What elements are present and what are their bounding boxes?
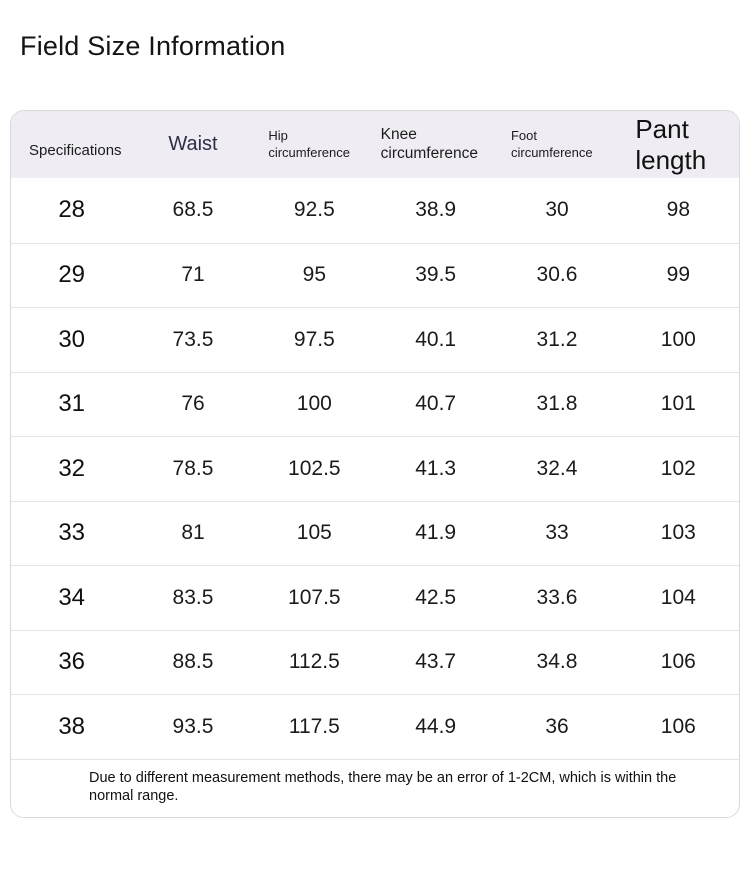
cell-value: 68.5 — [172, 198, 214, 222]
cell-value: 42.5 — [415, 585, 457, 609]
cell-value: 41.3 — [415, 456, 457, 480]
cell-value: 36 — [545, 714, 569, 738]
cell-specification: 31 — [58, 390, 86, 418]
cell-value: 93.5 — [172, 714, 214, 738]
cell-value: 88.5 — [172, 650, 214, 674]
column-header-pant-label: Pant length — [635, 113, 707, 175]
size-table-header: Specifications Waist Hip circumference K… — [11, 111, 739, 178]
column-header-foot-label: Foot circumference — [510, 128, 593, 160]
cell-value: 100 — [660, 327, 696, 351]
cell-specification: 32 — [58, 454, 86, 482]
column-header-specifications: Specifications — [11, 111, 132, 178]
cell-specification: 30 — [58, 325, 86, 353]
cell-value: 98 — [666, 198, 690, 222]
cell-specification: 29 — [58, 261, 86, 289]
table-row: 31 76 100 40.7 31.8 101 — [11, 371, 739, 436]
column-header-hip-label: Hip circumference — [268, 128, 350, 160]
cell-value: 33.6 — [536, 585, 578, 609]
cell-value: 76 — [181, 392, 205, 416]
cell-value: 30.6 — [536, 263, 578, 287]
table-row: 33 81 105 41.9 33 103 — [11, 500, 739, 565]
cell-value: 95 — [302, 263, 326, 287]
cell-value: 101 — [660, 392, 696, 416]
cell-specification: 34 — [58, 583, 86, 611]
cell-value: 43.7 — [415, 650, 457, 674]
size-table-body: 28 68.5 92.5 38.9 30 98 29 71 95 39.5 30.6 99 30 73.5… — [11, 178, 739, 759]
cell-value: 97.5 — [293, 327, 335, 351]
cell-value: 112.5 — [288, 650, 340, 674]
cell-value: 39.5 — [415, 263, 457, 287]
cell-value: 31.2 — [536, 327, 578, 351]
cell-specification: 36 — [58, 648, 86, 676]
table-row: 38 93.5 117.5 44.9 36 106 — [11, 694, 739, 759]
column-header-waist-label: Waist — [168, 133, 218, 155]
cell-value: 32.4 — [536, 456, 578, 480]
cell-value: 41.9 — [415, 521, 457, 545]
cell-value: 107.5 — [288, 585, 341, 609]
table-row: 30 73.5 97.5 40.1 31.2 100 — [11, 307, 739, 372]
column-header-pant-length: Pant length — [618, 111, 739, 178]
measurement-note: Due to different measurement methods, th… — [89, 769, 677, 805]
table-row: 34 83.5 107.5 42.5 33.6 104 — [11, 565, 739, 630]
column-header-specifications-label: Specifications — [29, 141, 122, 159]
cell-value: 40.1 — [415, 327, 457, 351]
cell-value: 38.9 — [415, 198, 457, 222]
cell-value: 33 — [545, 521, 569, 545]
column-header-knee-label: Knee circumference — [380, 125, 478, 162]
cell-value: 40.7 — [415, 392, 457, 416]
cell-specification: 28 — [58, 196, 86, 224]
cell-value: 71 — [181, 263, 205, 287]
table-row: 36 88.5 112.5 43.7 34.8 106 — [11, 629, 739, 694]
cell-value: 102.5 — [288, 456, 341, 480]
column-header-hip-circumference: Hip circumference — [254, 111, 375, 178]
cell-value: 92.5 — [293, 198, 335, 222]
cell-value: 81 — [181, 521, 205, 545]
cell-value: 83.5 — [172, 585, 214, 609]
size-table-footer: Due to different measurement methods, th… — [11, 758, 739, 818]
cell-value: 104 — [660, 585, 696, 609]
table-row: 32 78.5 102.5 41.3 32.4 102 — [11, 436, 739, 501]
cell-value: 30 — [545, 198, 569, 222]
cell-value: 34.8 — [536, 650, 578, 674]
size-table: Specifications Waist Hip circumference K… — [10, 110, 740, 819]
cell-value: 78.5 — [172, 456, 214, 480]
cell-value: 105 — [296, 521, 332, 545]
cell-value: 106 — [660, 714, 696, 738]
page-title: Field Size Information — [20, 31, 286, 61]
cell-value: 73.5 — [172, 327, 214, 351]
cell-specification: 38 — [58, 712, 86, 740]
cell-value: 117.5 — [288, 714, 340, 738]
column-header-waist: Waist — [132, 111, 253, 178]
table-row: 28 68.5 92.5 38.9 30 98 — [11, 178, 739, 243]
table-row: 29 71 95 39.5 30.6 99 — [11, 242, 739, 307]
column-header-foot-circumference: Foot circumference — [496, 111, 617, 178]
cell-value: 99 — [666, 263, 690, 287]
cell-value: 102 — [660, 456, 696, 480]
cell-value: 103 — [660, 521, 696, 545]
cell-value: 44.9 — [415, 714, 457, 738]
cell-value: 100 — [296, 392, 332, 416]
cell-specification: 33 — [58, 519, 86, 547]
cell-value: 31.8 — [536, 392, 578, 416]
column-header-knee-circumference: Knee circumference — [375, 111, 496, 178]
cell-value: 106 — [660, 650, 696, 674]
